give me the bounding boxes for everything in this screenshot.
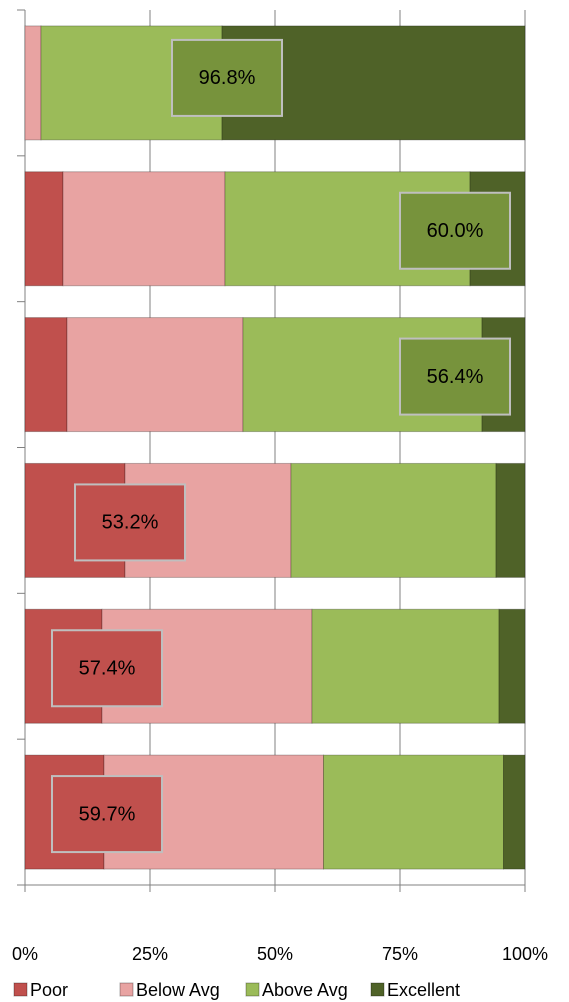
bar-segment	[24, 25, 42, 141]
annotation: 56.4%	[427, 366, 484, 388]
bar-segment	[311, 608, 500, 724]
annotation: 59.7%	[79, 803, 136, 825]
legend-label: Below Avg	[136, 980, 220, 1000]
bar-segment	[24, 171, 64, 287]
bar-segment	[66, 317, 244, 433]
legend-label: Poor	[30, 980, 68, 1000]
bar-segment	[24, 317, 68, 433]
bar-segment	[495, 462, 526, 578]
x-tick-label: 0%	[12, 944, 38, 964]
annotation-box	[171, 38, 283, 117]
legend-label: Excellent	[387, 980, 460, 1000]
annotation: 57.4%	[79, 658, 136, 680]
x-tick-label: 50%	[257, 944, 293, 964]
annotation-box	[51, 775, 163, 854]
legend-swatch	[245, 982, 260, 997]
annotation-box	[74, 483, 186, 562]
annotation: 96.8%	[199, 67, 256, 89]
x-tick-label: 75%	[382, 944, 418, 964]
legend-swatch	[119, 982, 134, 997]
legend-swatch	[13, 982, 28, 997]
annotation-box	[399, 337, 511, 416]
x-tick-label: 100%	[502, 944, 548, 964]
legend-swatch	[370, 982, 385, 997]
annotation-box	[51, 629, 163, 708]
bar-segment	[62, 171, 226, 287]
bar-segment	[323, 754, 504, 870]
annotation: 53.2%	[102, 512, 159, 534]
annotation: 60.0%	[427, 220, 484, 242]
annotation-box	[399, 191, 511, 270]
bar-segment	[503, 754, 526, 870]
x-tick-label: 25%	[132, 944, 168, 964]
legend-label: Above Avg	[262, 980, 348, 1000]
bar-segment	[290, 462, 497, 578]
bar-segment	[498, 608, 526, 724]
